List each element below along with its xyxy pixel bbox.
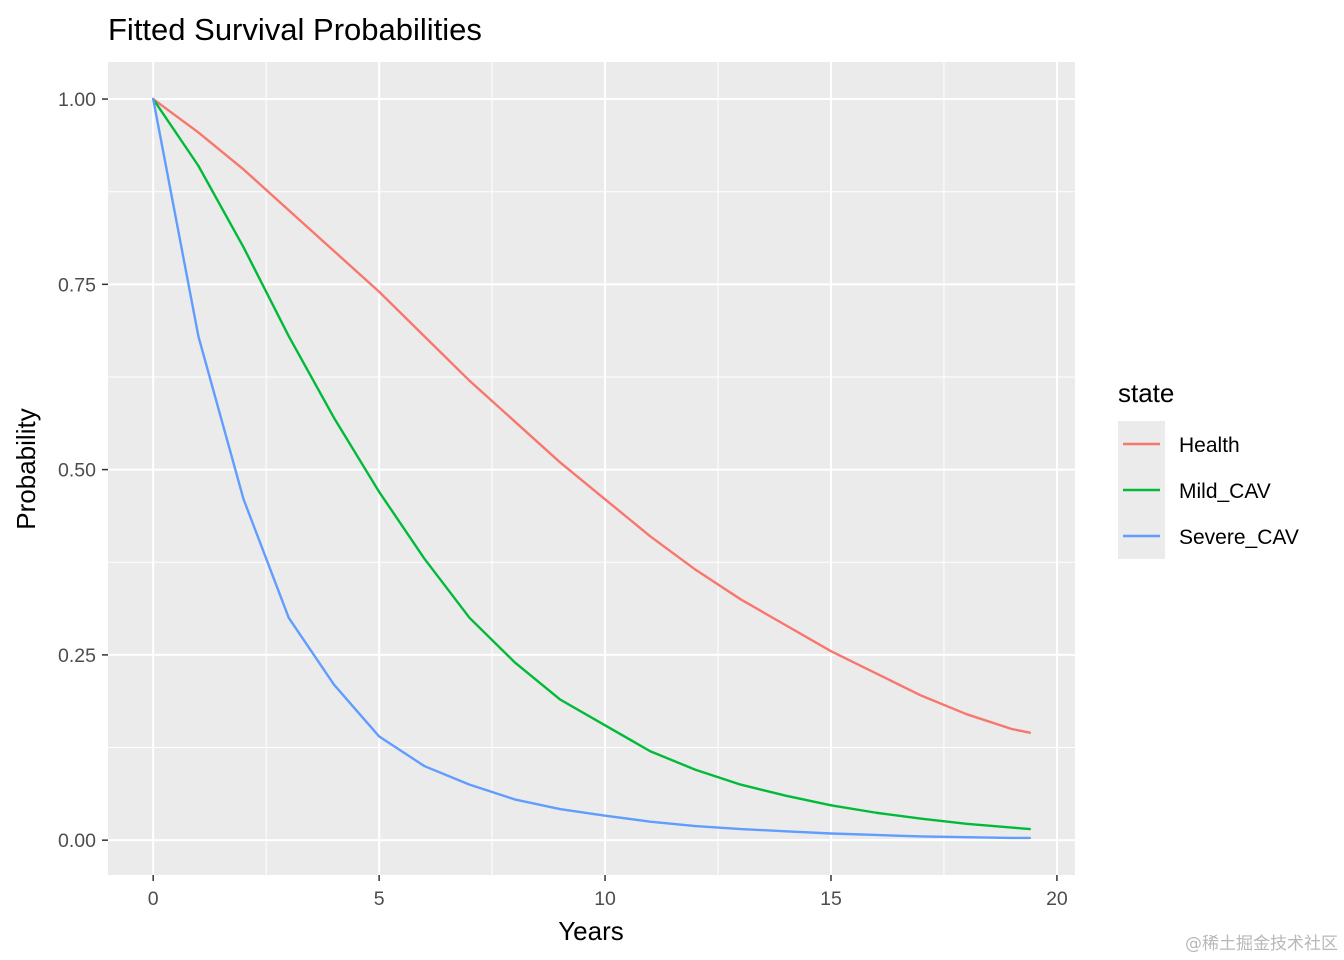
y-tick-label: 0.75 bbox=[58, 274, 96, 296]
legend: state Health Mild_CAV Severe_CAV bbox=[1118, 378, 1299, 559]
series-lines bbox=[151, 97, 1032, 840]
y-tick-label: 0.50 bbox=[58, 460, 96, 482]
y-axis-title: Probability bbox=[11, 408, 41, 529]
x-tick-label: 10 bbox=[594, 888, 616, 910]
legend-items: Health Mild_CAV Severe_CAV bbox=[1123, 434, 1299, 549]
x-axis-title: Years bbox=[558, 916, 624, 946]
plot-panel bbox=[108, 62, 1075, 875]
y-tick-label: 0.00 bbox=[58, 830, 96, 852]
x-tick-label: 5 bbox=[374, 888, 385, 910]
series-line-mild-cav bbox=[151, 97, 1032, 831]
grid-minor bbox=[108, 62, 1075, 875]
legend-label-severe-cav: Severe_CAV bbox=[1179, 526, 1299, 549]
legend-label-mild-cav: Mild_CAV bbox=[1179, 480, 1271, 503]
y-axis: 0.00 0.25 0.50 0.75 1.00 bbox=[58, 89, 108, 852]
x-tick-label: 15 bbox=[820, 888, 842, 910]
grid-major bbox=[108, 62, 1075, 875]
legend-title: state bbox=[1118, 378, 1174, 408]
y-tick-label: 1.00 bbox=[58, 89, 96, 111]
series-line-severe-cav bbox=[151, 97, 1032, 840]
series-line-health bbox=[151, 97, 1032, 734]
x-tick-label: 20 bbox=[1046, 888, 1068, 910]
x-tick-label: 0 bbox=[148, 888, 159, 910]
y-tick-label: 0.25 bbox=[58, 645, 96, 667]
x-axis: 0 5 10 15 20 bbox=[148, 875, 1068, 910]
legend-label-health: Health bbox=[1179, 434, 1240, 457]
chart-title: Fitted Survival Probabilities bbox=[108, 12, 482, 47]
watermark: @稀土掘金技术社区 bbox=[1185, 934, 1338, 954]
